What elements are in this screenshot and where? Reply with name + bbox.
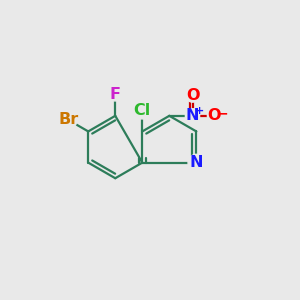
Circle shape <box>188 154 205 171</box>
Circle shape <box>134 101 151 119</box>
Text: +: + <box>195 106 204 116</box>
Circle shape <box>207 109 220 122</box>
Text: Br: Br <box>58 112 78 127</box>
Text: F: F <box>110 87 121 102</box>
Text: Cl: Cl <box>134 103 151 118</box>
Circle shape <box>186 89 199 102</box>
Text: N: N <box>190 155 203 170</box>
Text: N: N <box>186 108 199 123</box>
Text: −: − <box>217 106 229 120</box>
Text: O: O <box>186 88 199 103</box>
Circle shape <box>109 88 122 101</box>
Circle shape <box>59 111 77 129</box>
Circle shape <box>185 109 200 123</box>
Text: O: O <box>207 108 221 123</box>
